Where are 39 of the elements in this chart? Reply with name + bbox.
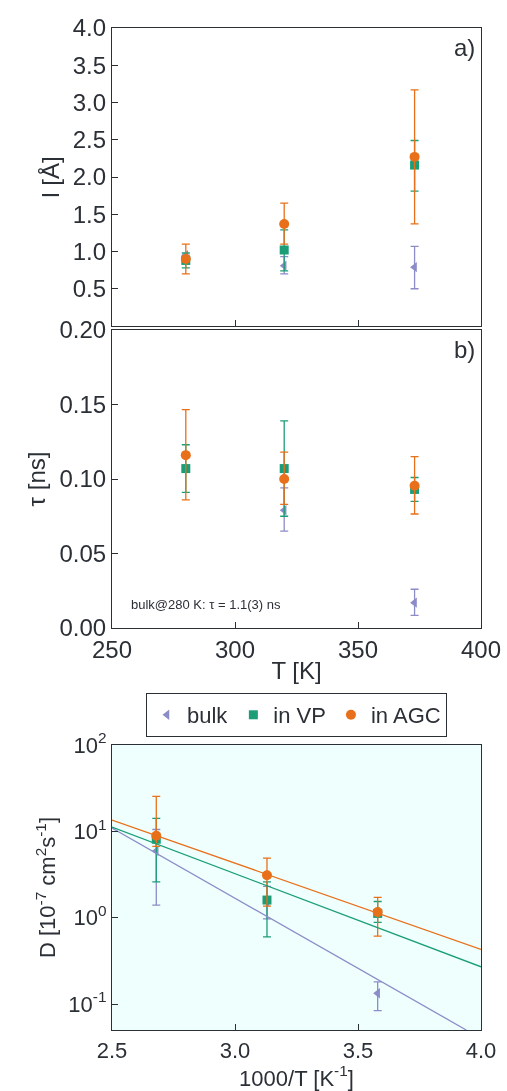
y-axis-title: τ [ns] [23,451,51,507]
x-axis-title: T [K] [271,657,322,685]
y-tick-label: 3.5 [72,51,107,79]
point [279,218,290,229]
point [180,450,191,461]
y-tick-label: 2.5 [72,126,107,154]
x-tick-label: 2.5 [96,1037,128,1063]
x-axis-title: 1000/T [K$^{-1}$] [239,1062,354,1091]
point [409,480,420,491]
y-tick-label: 0.10 [59,465,107,493]
x-tick-label: 3.0 [219,1037,251,1063]
y-tick-label: 0.05 [59,539,107,567]
legend-label: in AGC [370,703,441,729]
y-tick-label: 10$^{-1}$ [68,988,107,1017]
annotation: a) [454,34,476,61]
y-tick-label: 4.0 [72,14,107,42]
y-axis-title: l [Å] [36,156,64,198]
point [409,151,420,162]
y-tick-label: 1.5 [72,200,107,228]
y-tick-label: 1.0 [72,237,107,265]
y-tick-label: 2.0 [72,163,107,191]
y-tick-label: 10$^{1}$ [73,815,107,845]
y-tick-label: 3.0 [72,88,107,116]
annotation: b) [454,336,476,363]
point [279,245,289,255]
y-tick-label: 0.5 [72,275,107,303]
x-tick-label: 4.0 [465,1037,497,1063]
y-tick-label: 10$^{0}$ [73,902,107,931]
x-tick-label: 350 [337,635,379,663]
y-tick-label: 0.20 [59,316,107,344]
legend-label: bulk [187,703,229,729]
legend-label: in VP [273,703,326,729]
y-tick-label: 10$^{2}$ [73,729,107,758]
x-tick-label: 400 [460,635,502,663]
point [279,474,290,484]
annotation: bulk@280 K: τ = 1.1(3) ns [131,597,281,612]
y-tick-label: 0.15 [59,390,107,418]
x-tick-label: 3.5 [342,1037,374,1063]
x-tick-label: 300 [214,635,256,663]
